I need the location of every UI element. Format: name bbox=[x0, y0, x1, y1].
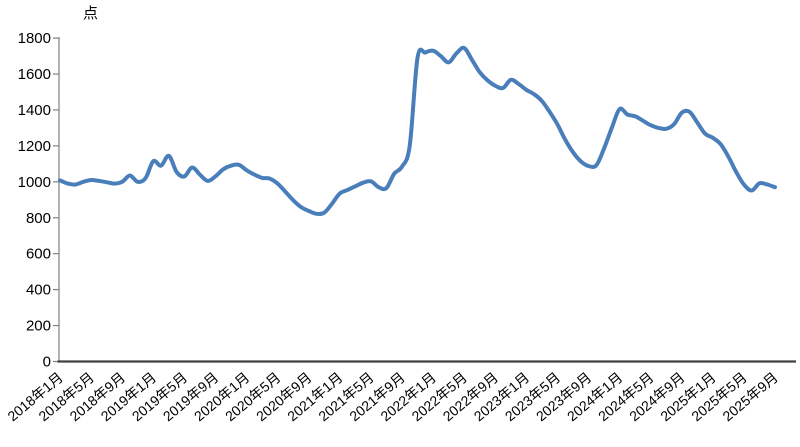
y-tick-label: 0 bbox=[43, 354, 51, 371]
y-tick-label: 1200 bbox=[18, 138, 51, 155]
y-tick-label: 800 bbox=[26, 210, 51, 227]
y-tick-label: 200 bbox=[26, 318, 51, 335]
y-tick-label: 1000 bbox=[18, 174, 51, 191]
y-tick-label: 400 bbox=[26, 282, 51, 299]
y-tick-label: 1800 bbox=[18, 30, 51, 47]
y-axis-unit-label: 点 bbox=[83, 5, 99, 22]
y-tick-label: 1400 bbox=[18, 102, 51, 119]
series-line bbox=[58, 45, 777, 217]
y-tick-label: 600 bbox=[26, 246, 51, 263]
y-tick-label: 1600 bbox=[18, 66, 51, 83]
